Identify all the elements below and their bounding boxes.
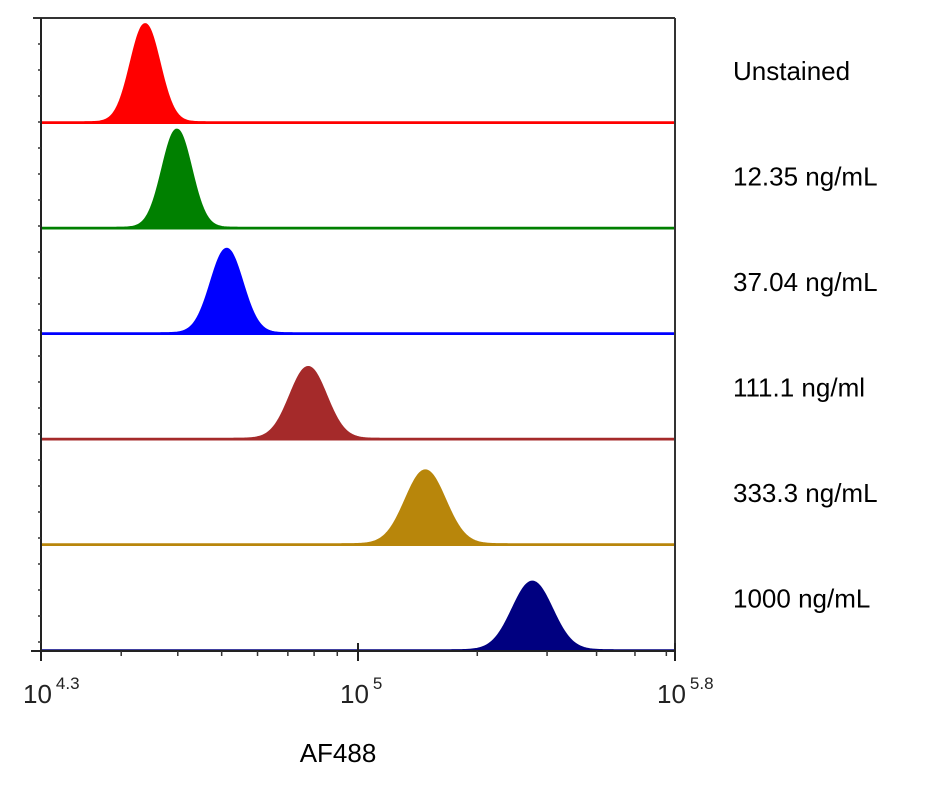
plot-frame: [31, 17, 676, 659]
histogram-lanes: [40, 23, 676, 652]
histogram-series-1: [40, 23, 676, 124]
histogram-series-4: [40, 365, 676, 441]
series-label: 12.35 ng/mL: [733, 162, 878, 192]
series-label: Unstained: [733, 56, 850, 86]
series-label: 1000 ng/mL: [733, 584, 870, 614]
series-labels: Unstained 12.35 ng/mL 37.04 ng/mL 111.1 ng/…: [733, 56, 878, 614]
histogram-series-3: [40, 247, 676, 335]
histogram-series-5: [40, 469, 676, 546]
x-tick-label: 10 4.3: [23, 674, 80, 709]
series-label: 111.1 ng/ml: [733, 373, 865, 403]
series-label: 333.3 ng/mL: [733, 478, 878, 508]
series-label: 37.04 ng/mL: [733, 267, 878, 297]
histogram-series-6: [40, 580, 676, 652]
histogram-series-2: [40, 128, 676, 230]
x-tick-label: 10 5: [340, 674, 382, 709]
x-tick-label: 10 5.8: [657, 674, 714, 709]
x-axis-ticks: 10 4.3 10 5 10 5.8: [23, 643, 714, 709]
x-axis-label: AF488: [300, 738, 377, 768]
